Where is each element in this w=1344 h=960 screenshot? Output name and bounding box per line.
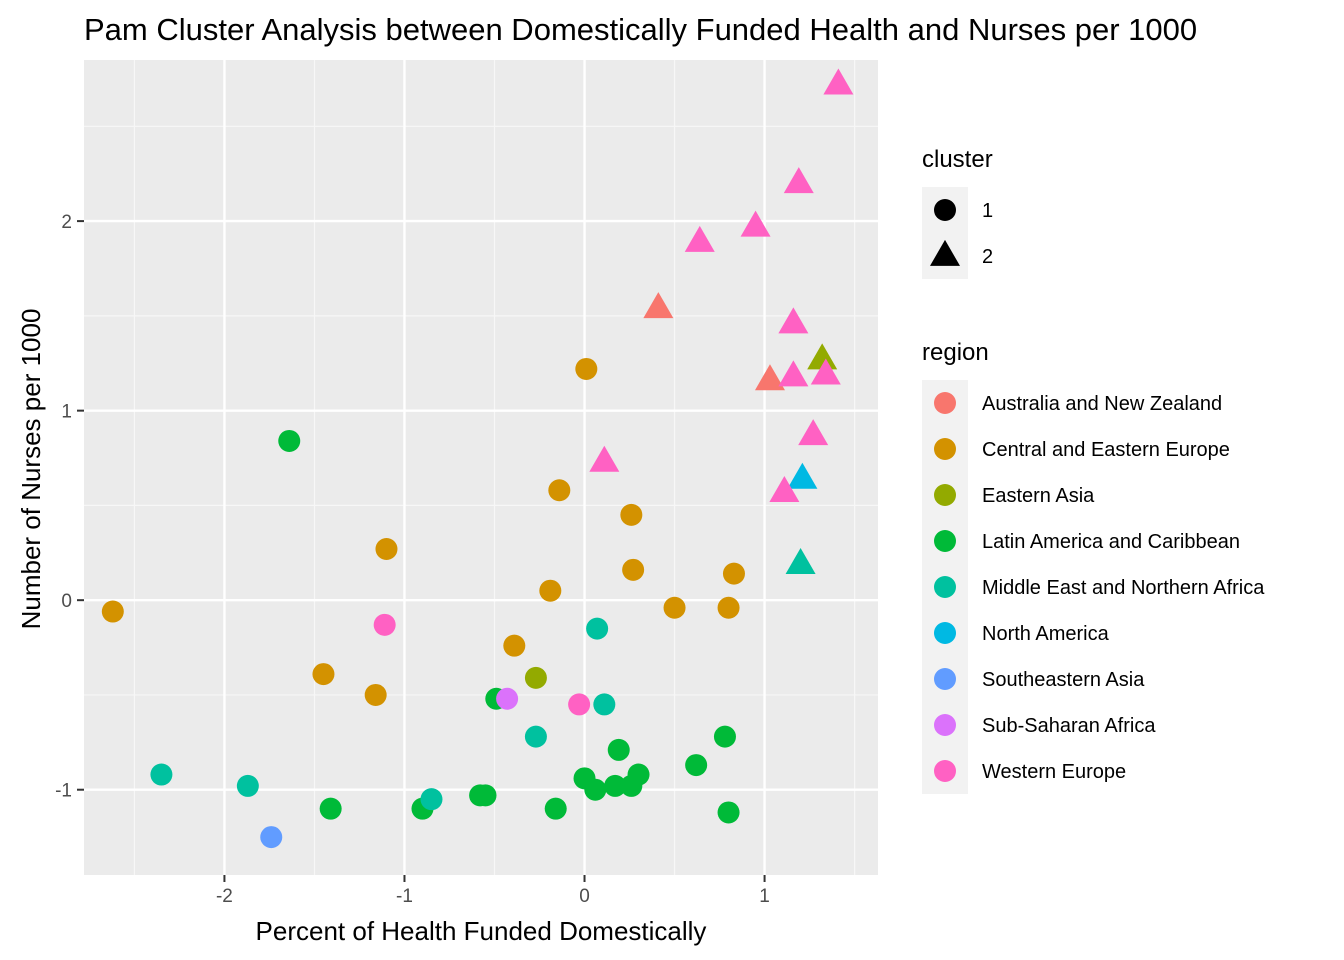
data-point — [150, 763, 173, 786]
data-point — [769, 476, 800, 503]
data-point — [643, 292, 674, 319]
region-legend-label: Latin America and Caribbean — [982, 531, 1240, 553]
data-point — [420, 788, 443, 811]
plot-panel — [84, 60, 878, 875]
data-point — [684, 225, 715, 252]
data-point — [663, 596, 686, 619]
region-legend-label: Eastern Asia — [982, 485, 1095, 507]
data-point — [260, 826, 283, 849]
cluster-legend: cluster 1 2 — [922, 146, 993, 279]
data-point — [685, 754, 708, 777]
region-legend-key — [934, 760, 956, 782]
region-legend: region Australia and New Zealand Central … — [922, 339, 1265, 794]
data-point — [798, 419, 829, 446]
data-point — [278, 429, 301, 452]
y-axis-title: Number of Nurses per 1000 — [16, 309, 46, 630]
data-point — [575, 357, 598, 380]
region-legend-label: Sub-Saharan Africa — [982, 715, 1156, 737]
data-point — [627, 763, 650, 786]
x-axis: -2 -1 0 1 — [216, 875, 770, 907]
y-tick-label: -1 — [55, 781, 72, 802]
cluster-legend-key — [930, 239, 960, 266]
y-tick-label: 1 — [61, 402, 72, 423]
data-point — [544, 797, 567, 820]
x-tick-label: 0 — [579, 886, 590, 907]
data-point — [823, 68, 854, 95]
x-tick-label: -1 — [396, 886, 413, 907]
data-point — [548, 479, 571, 502]
data-point — [717, 596, 740, 619]
data-point — [101, 600, 124, 623]
data-point — [783, 167, 814, 194]
region-legend-key — [934, 714, 956, 736]
data-point — [778, 307, 809, 334]
data-point — [604, 774, 627, 797]
y-tick-label: 0 — [61, 591, 72, 612]
region-legend-key — [934, 622, 956, 644]
data-point — [524, 725, 547, 748]
data-point — [722, 562, 745, 585]
data-point — [593, 693, 616, 716]
data-point — [787, 462, 818, 489]
region-legend-key — [934, 392, 956, 414]
minor-gridlines — [84, 60, 878, 875]
x-tick-label: 1 — [759, 886, 770, 907]
region-legend-title: region — [922, 339, 989, 366]
region-legend-key — [934, 668, 956, 690]
cluster-legend-label: 2 — [982, 246, 993, 268]
data-point — [584, 778, 607, 801]
region-legend-label: North America — [982, 623, 1110, 645]
data-point — [586, 617, 609, 640]
data-point — [568, 693, 591, 716]
region-legend-key — [934, 484, 956, 506]
region-legend-key — [934, 530, 956, 552]
data-point — [496, 687, 519, 710]
data-point — [785, 548, 816, 575]
data-point — [740, 210, 771, 237]
data-point — [373, 613, 396, 636]
region-legend-label: Southeastern Asia — [982, 669, 1145, 691]
data-point — [754, 364, 785, 391]
data-point — [622, 558, 645, 581]
region-legend-label: Central and Eastern Europe — [982, 439, 1230, 461]
data-point — [319, 797, 342, 820]
y-tick-label: 2 — [61, 212, 72, 233]
data-points — [101, 68, 854, 849]
data-point — [607, 738, 630, 761]
data-point — [524, 666, 547, 689]
data-point — [810, 358, 841, 385]
data-point — [589, 445, 620, 472]
x-tick-label: -2 — [216, 886, 233, 907]
data-point — [375, 538, 398, 560]
data-point — [620, 503, 643, 526]
region-legend-key — [934, 576, 956, 598]
data-point — [503, 634, 526, 657]
data-point — [236, 774, 259, 797]
data-point — [717, 801, 740, 824]
cluster-legend-label: 1 — [982, 200, 993, 222]
region-legend-key — [934, 438, 956, 460]
region-legend-label: Middle East and Northern Africa — [982, 577, 1265, 599]
data-point — [474, 784, 497, 807]
data-point — [364, 683, 387, 706]
data-point — [539, 579, 562, 602]
region-legend-label: Western Europe — [982, 761, 1126, 783]
cluster-legend-title: cluster — [922, 146, 993, 173]
x-axis-title: Percent of Health Funded Domestically — [256, 916, 707, 946]
data-point — [778, 360, 809, 387]
cluster-legend-key — [934, 199, 956, 221]
data-point — [312, 663, 335, 686]
data-point — [807, 343, 838, 370]
chart-title: Pam Cluster Analysis between Domesticall… — [84, 12, 1197, 47]
y-axis: -1 0 1 2 — [55, 212, 84, 802]
data-point — [713, 725, 736, 748]
region-legend-label: Australia and New Zealand — [982, 393, 1222, 415]
